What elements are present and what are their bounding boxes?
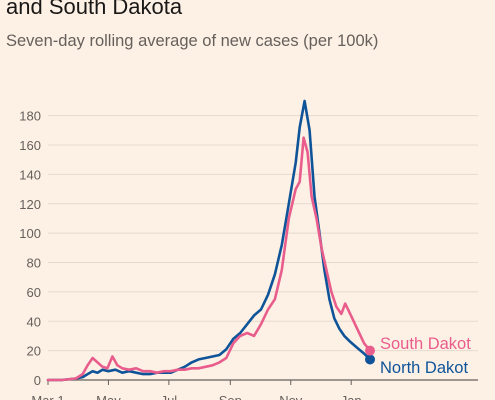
chart-title: and South Dakota	[6, 0, 183, 19]
chart-subtitle: Seven-day rolling average of new cases (…	[6, 32, 379, 50]
series-labels: South Dakot North Dakot	[380, 335, 471, 377]
x-axis-ticks: Mar 1 May Jul Sep Nov Jan	[31, 380, 362, 400]
series-line-north-dakot	[46, 99, 372, 382]
gridlines	[48, 115, 478, 381]
y-tick-label: 20	[27, 344, 41, 359]
y-tick-label: 80	[27, 256, 41, 271]
series-lines	[46, 99, 376, 382]
x-tick-label: Sep	[219, 393, 242, 400]
y-tick-label: 180	[19, 109, 41, 124]
y-tick-label: 60	[27, 285, 41, 300]
x-tick-label: Jul	[161, 393, 178, 400]
x-tick-label: Mar 1	[31, 393, 64, 400]
y-tick-label: 40	[27, 314, 41, 329]
x-tick-label: Nov	[279, 393, 303, 400]
series-label-south-dakot: South Dakot	[380, 335, 471, 353]
y-tick-label: 140	[19, 167, 41, 182]
y-axis-ticks: 0 20 40 60 80 100 120 140 160 180	[19, 109, 41, 388]
series-line-south-dakot	[46, 136, 372, 382]
y-tick-label: 120	[19, 197, 41, 212]
y-tick-label: 100	[19, 226, 41, 241]
series-label-north-dakot: North Dakot	[380, 359, 468, 377]
x-tick-label: May	[96, 393, 121, 400]
x-tick-label: Jan	[341, 393, 362, 400]
y-tick-label: 160	[19, 138, 41, 153]
y-tick-label: 0	[34, 373, 41, 388]
series-end-marker	[365, 354, 376, 365]
series-end-marker	[365, 345, 376, 356]
